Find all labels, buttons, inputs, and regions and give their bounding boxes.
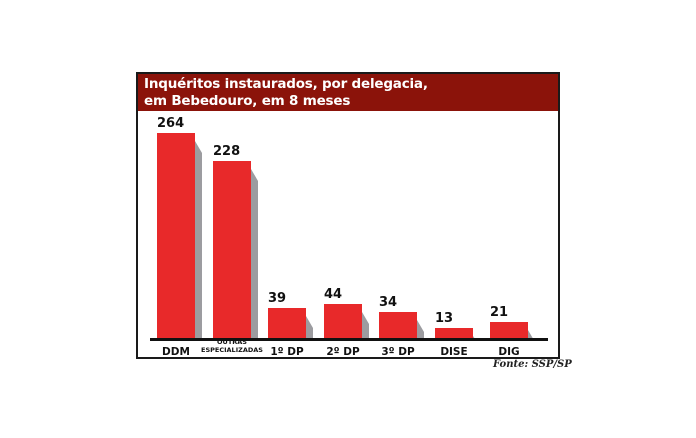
chart-title-line-1: Inquéritos instaurados, por delegacia, — [144, 76, 428, 92]
bar-dise — [435, 328, 473, 338]
category-label: OUTRAS ESPECIALIZADAS — [201, 338, 263, 354]
category-label: 1º DP — [270, 346, 304, 358]
bar-shadow — [306, 316, 313, 338]
bar-shadow — [417, 320, 424, 338]
category-label: DIG — [498, 346, 520, 358]
bar-value-label: 264 — [157, 116, 185, 131]
bar-shadow — [251, 169, 258, 338]
bar-value-label: 39 — [268, 291, 287, 306]
chart-title-line-2: em Bebedouro, em 8 meses — [144, 93, 351, 109]
bar-value-label: 44 — [324, 287, 343, 302]
category-label: 2º DP — [326, 346, 360, 358]
bar-shadow — [362, 312, 369, 338]
category-label: DDM — [162, 346, 190, 358]
bar-2-dp — [324, 304, 362, 338]
bar-shadow — [195, 141, 202, 338]
bar-value-label: 21 — [490, 305, 509, 320]
bar-shadow — [528, 330, 535, 338]
source-note: Fonte: SSP/SP — [493, 359, 572, 370]
bar-ddm — [157, 133, 195, 338]
bar-dig — [490, 322, 528, 338]
bar-3-dp — [379, 312, 417, 338]
bar-value-label: 34 — [379, 295, 398, 310]
chart-frame: Inquéritos instaurados, por delegacia, e… — [136, 72, 560, 359]
bar-value-label: 228 — [213, 144, 241, 159]
bar-value-label: 13 — [435, 311, 454, 326]
category-label: 3º DP — [381, 346, 415, 358]
bar-1-dp — [268, 308, 306, 338]
chart-title: Inquéritos instaurados, por delegacia, e… — [138, 74, 558, 111]
x-axis-line — [150, 338, 548, 341]
category-label: DISE — [440, 346, 468, 358]
bar-outras-especializadas — [213, 161, 251, 338]
